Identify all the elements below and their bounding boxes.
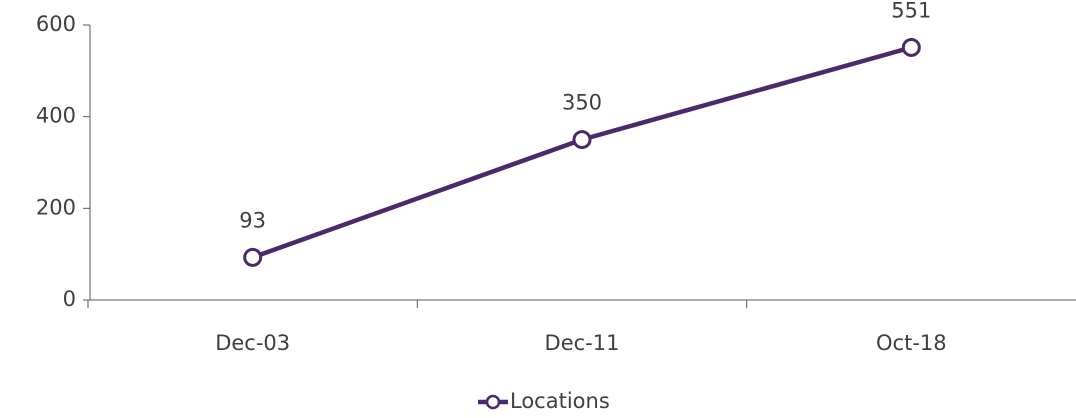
data-point <box>572 130 592 150</box>
y-tick-label: 400 <box>36 104 76 128</box>
legend-label: Locations <box>510 389 610 413</box>
series-line <box>251 45 912 260</box>
data-point <box>901 37 921 57</box>
y-tick-label: 0 <box>63 287 76 311</box>
data-label: 551 <box>891 0 931 22</box>
y-tick-label: 600 <box>36 12 76 36</box>
y-tick-label: 200 <box>36 195 76 219</box>
x-tick-label: Dec-11 <box>545 331 620 355</box>
x-tick-label: Oct-18 <box>876 331 947 355</box>
data-label: 350 <box>562 91 602 115</box>
legend-marker <box>485 394 501 410</box>
data-point <box>243 247 263 267</box>
x-tick-label: Dec-03 <box>215 331 290 355</box>
data-label: 93 <box>239 208 266 232</box>
